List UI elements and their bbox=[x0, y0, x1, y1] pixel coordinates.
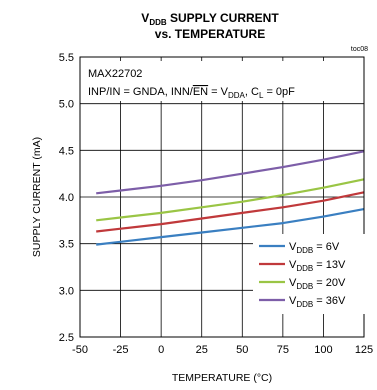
annotation-conditions: INP/IN = GNDA, INN/EN = VDDA, CL = 0pF bbox=[88, 86, 295, 100]
y-tick-label: 2.5 bbox=[59, 332, 74, 344]
y-axis-label: SUPPLY CURRENT (mA) bbox=[31, 137, 43, 257]
series-line bbox=[96, 178, 365, 222]
x-axis-label: TEMPERATURE (°C) bbox=[172, 372, 272, 384]
x-tick-label: 75 bbox=[277, 344, 289, 356]
y-tick-label: 5.5 bbox=[59, 52, 74, 64]
toc-label: toc08 bbox=[351, 46, 368, 53]
y-tick-label: 4.5 bbox=[59, 145, 74, 157]
series-line bbox=[96, 191, 365, 233]
y-tick-label: 3.5 bbox=[59, 239, 74, 251]
y-tick-label: 5.0 bbox=[59, 99, 74, 111]
plot-frame bbox=[79, 56, 365, 338]
series-line bbox=[96, 208, 365, 246]
legend-entry: VDDB = 6V bbox=[289, 241, 340, 255]
series-lines bbox=[96, 150, 365, 246]
x-tick-label: 0 bbox=[158, 344, 164, 356]
annotation-background bbox=[84, 61, 346, 101]
x-tick-labels: -50 -25 0 25 50 75 100 125 bbox=[72, 344, 373, 356]
chart-title-line2: vs. TEMPERATURE bbox=[155, 27, 265, 41]
legend-entry: VDDB = 36V bbox=[289, 295, 346, 309]
x-tick-label: 100 bbox=[314, 344, 332, 356]
series-line bbox=[96, 150, 365, 195]
legend: VDDB = 6V VDDB = 13V VDDB = 20V VDDB = 36V bbox=[253, 234, 365, 314]
y-tick-label: 4.0 bbox=[59, 192, 74, 204]
y-tick-label: 3.0 bbox=[59, 285, 74, 297]
y-tick-labels: 2.5 3.0 3.5 4.0 4.5 5.0 5.5 bbox=[59, 52, 74, 344]
chart-title-line1: VDDB SUPPLY CURRENT bbox=[141, 11, 279, 27]
legend-entry: VDDB = 13V bbox=[289, 259, 346, 273]
x-tick-label: 125 bbox=[355, 344, 373, 356]
condition-annotation: MAX22702 INP/IN = GNDA, INN/EN = VDDA, C… bbox=[84, 61, 346, 101]
grid bbox=[80, 57, 364, 337]
x-tick-label: -50 bbox=[72, 344, 88, 356]
legend-entry: VDDB = 20V bbox=[289, 277, 346, 291]
x-tick-label: -25 bbox=[113, 344, 129, 356]
annotation-part-number: MAX22702 bbox=[88, 68, 142, 80]
x-tick-label: 50 bbox=[236, 344, 248, 356]
x-tick-label: 25 bbox=[196, 344, 208, 356]
